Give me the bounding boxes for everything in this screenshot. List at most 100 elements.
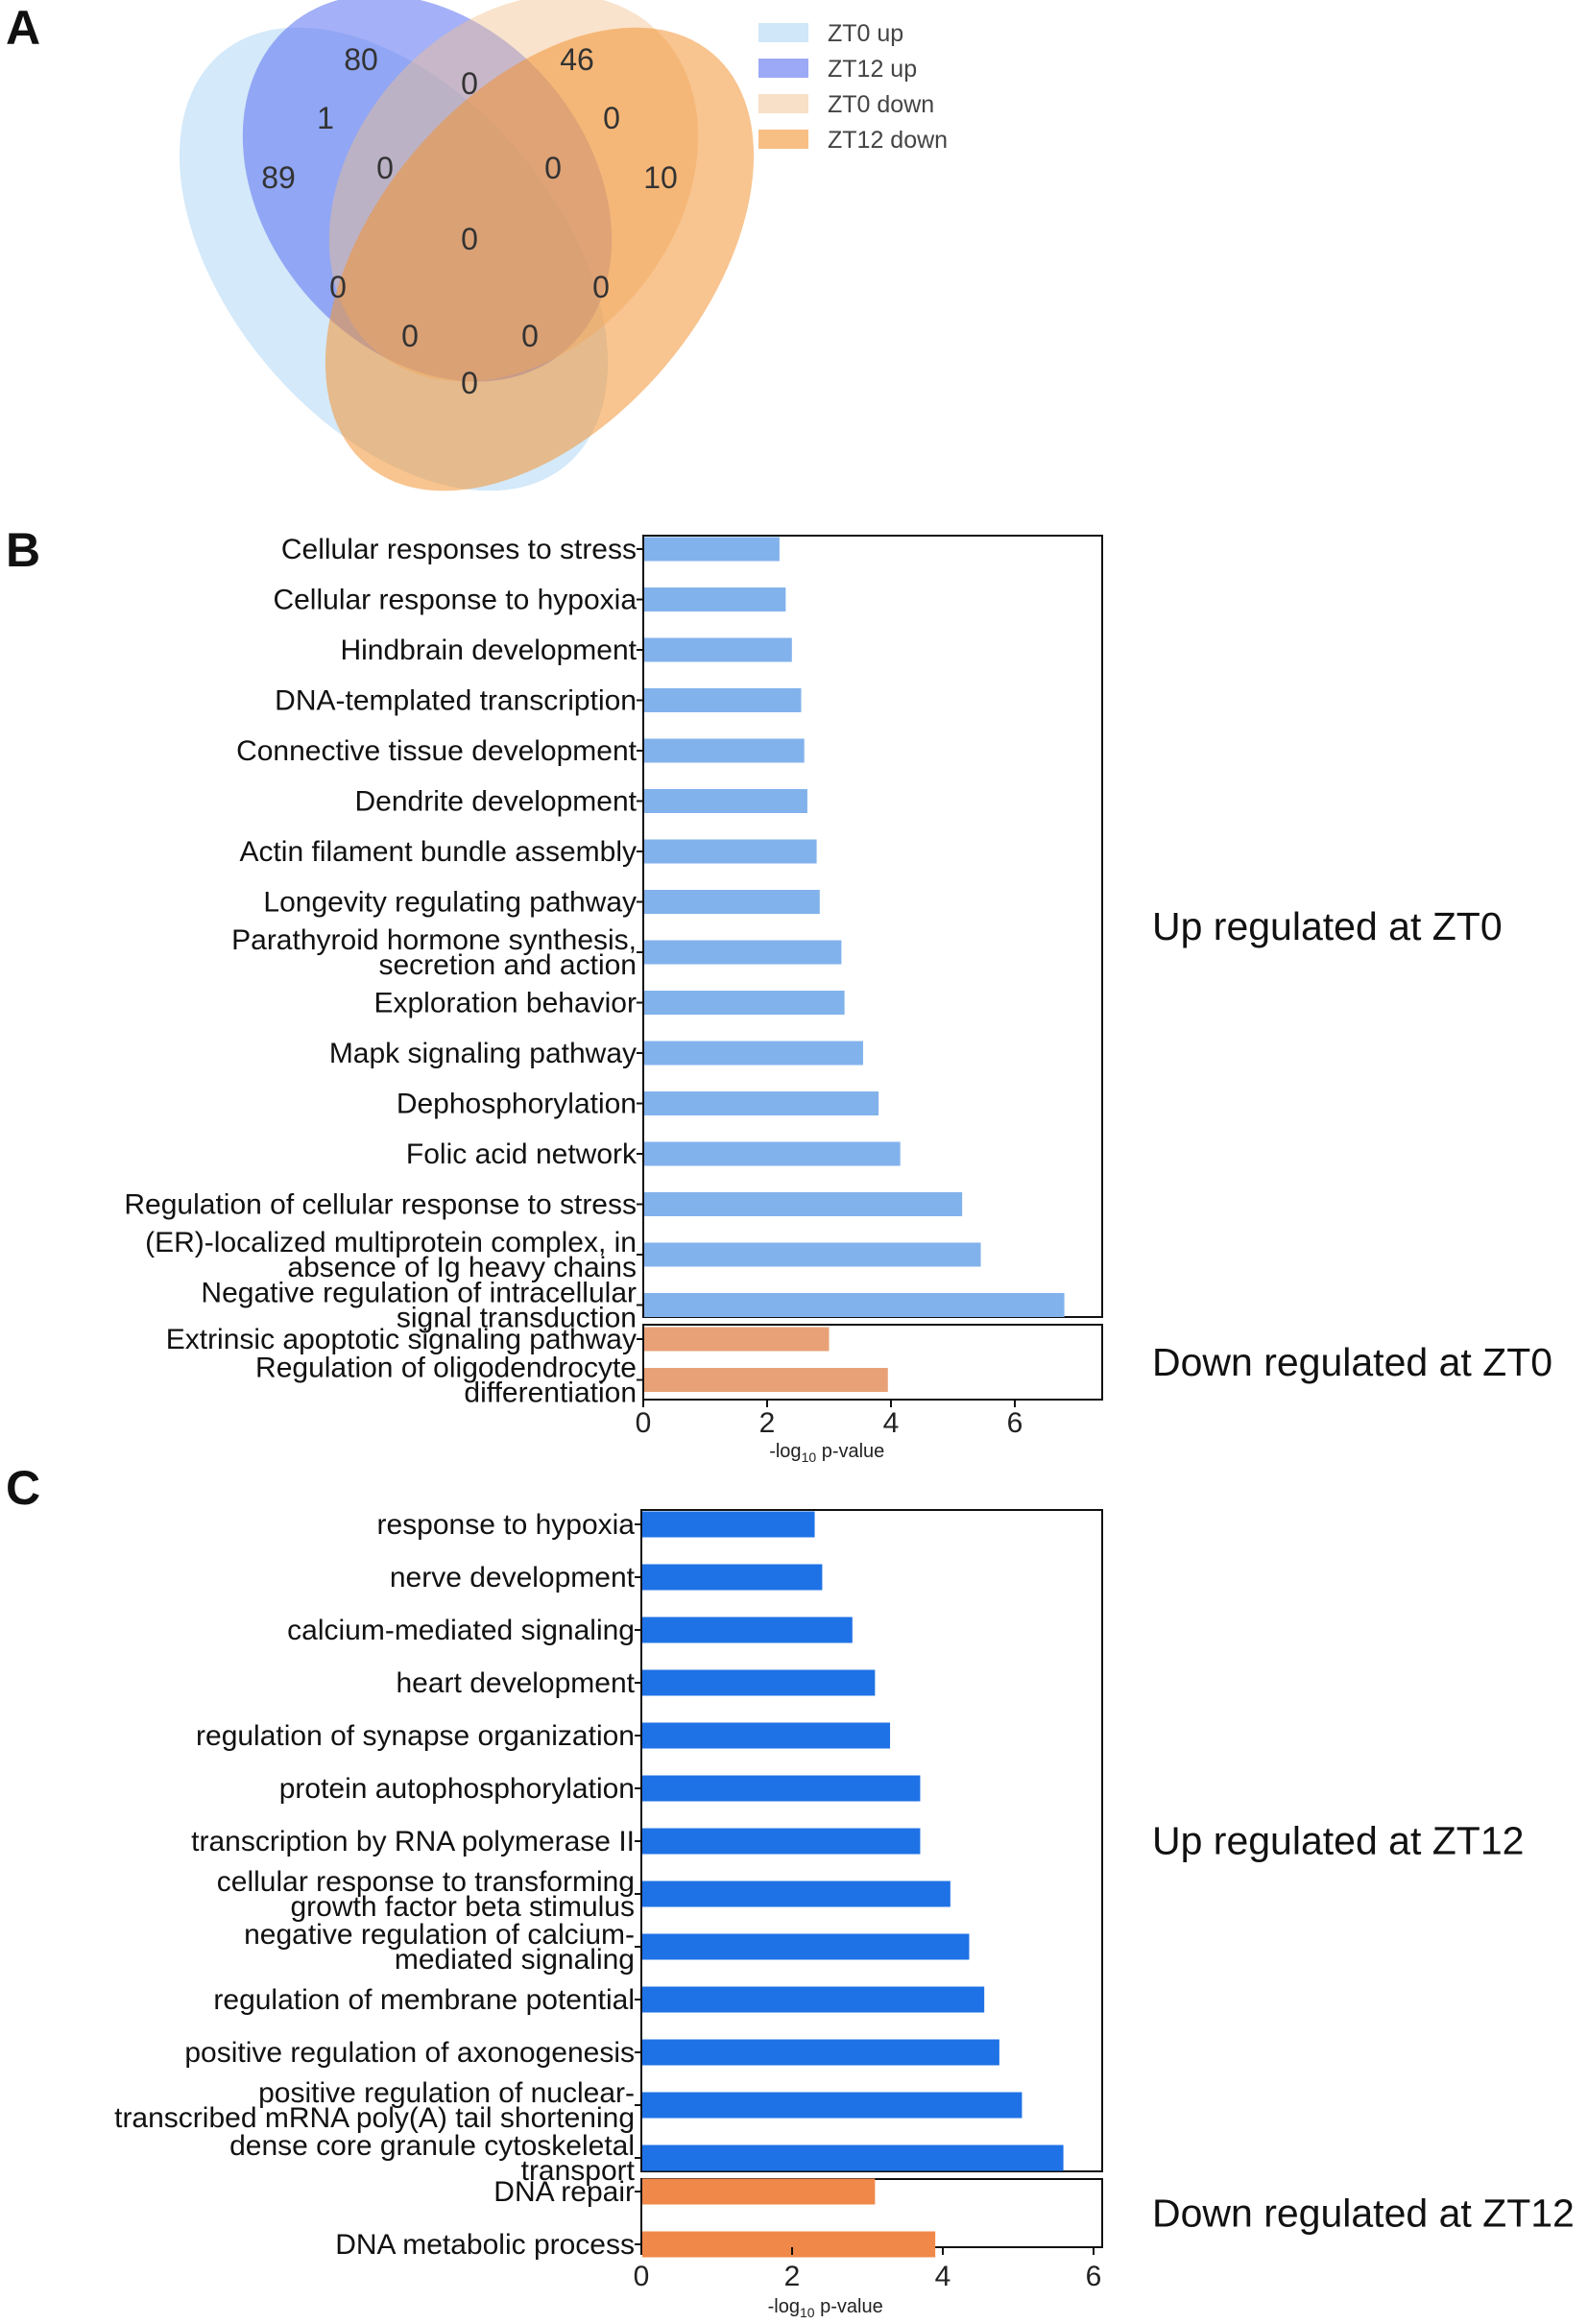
- legend-swatch-zt12-down: [758, 130, 808, 149]
- venn-count-all-four: 0: [461, 222, 478, 256]
- x-tick-label: 2: [759, 1407, 776, 1439]
- category-label: Regulation of cellular response to stres…: [124, 1189, 637, 1221]
- category-label: regulation of synapse organization: [196, 1720, 635, 1752]
- bar-heart-development: [642, 1669, 876, 1696]
- category-label: secretion and action: [378, 949, 637, 981]
- category-label: calcium-mediated signaling: [287, 1615, 635, 1646]
- legend-label-zt0-up: ZT0 up: [828, 20, 903, 47]
- bar-regulation-of-oligodendrocyte-differentiation: [644, 1368, 888, 1392]
- category-label: heart development: [397, 1667, 636, 1699]
- category-label: absence of Ig heavy chains: [287, 1252, 637, 1283]
- bar-dendrite-development: [644, 789, 807, 813]
- venn-count-zt0up-zt12up-zt0down: 0: [376, 151, 394, 185]
- legend-swatch-zt12-up: [758, 59, 808, 78]
- category-label: Negative regulation of intracellular: [201, 1278, 637, 1309]
- venn-count-zt0down-zt12down: 0: [603, 101, 620, 135]
- x-tick-label: 0: [634, 2261, 650, 2292]
- bar-hindbrain-development: [644, 637, 792, 662]
- venn-count-zt0up-zt0down: 0: [329, 270, 347, 304]
- bar-protein-autophosphorylation: [642, 1775, 921, 1802]
- bar-regulation-of-synapse-organization: [642, 1722, 891, 1749]
- category-label: Folic acid network: [406, 1138, 638, 1170]
- x-axis-title: -log10 p-value: [768, 2296, 883, 2320]
- legend-label-zt12-up: ZT12 up: [828, 56, 917, 83]
- category-label: positive regulation of nuclear-: [258, 2077, 635, 2109]
- category-label: Parathyroid hormone synthesis,: [231, 924, 637, 956]
- venn-count-zt0up-zt12down: 0: [461, 366, 478, 400]
- bar-folic-acid-network: [644, 1141, 901, 1166]
- x-axis-title: -log10 p-value: [769, 1441, 884, 1465]
- category-label: nerve development: [390, 1562, 636, 1593]
- category-label: negative regulation of calcium-: [244, 1919, 635, 1951]
- bar-extrinsic-apoptotic-signaling-pathway: [644, 1327, 830, 1352]
- category-label: Cellular responses to stress: [281, 534, 637, 565]
- bar-exploration-behavior: [644, 991, 845, 1015]
- venn-count-zt0up-zt0down-zt12down: 0: [401, 319, 419, 353]
- venn-count-zt0-up-only: 89: [261, 160, 296, 195]
- category-label: Extrinsic apoptotic signaling pathway: [166, 1324, 637, 1355]
- x-tick-label: 0: [636, 1407, 652, 1439]
- bar-connective-tissue-development: [644, 738, 805, 763]
- panel-label-c: C: [6, 1461, 40, 1515]
- bar-dephosphorylation: [644, 1091, 879, 1115]
- venn-count-zt12-up-only: 80: [344, 42, 378, 77]
- bar-parathyroid-hormone-synthesis-secretion-and-action: [644, 940, 842, 965]
- category-label: Dendrite development: [354, 786, 637, 818]
- category-label: protein autophosphorylation: [279, 1773, 635, 1805]
- category-label: Longevity regulating pathway: [263, 887, 637, 919]
- plot-frame-down-regulated-at-zt0: [642, 1324, 1103, 1401]
- category-label: regulation of membrane potential: [213, 1984, 635, 2016]
- category-label: transcription by RNA polymerase II: [191, 1826, 635, 1857]
- legend-swatch-zt0-up: [758, 23, 808, 42]
- x-tick-label: 4: [883, 1407, 900, 1439]
- category-label: response to hypoxia: [376, 1509, 635, 1541]
- x-tick-label: 6: [1086, 2261, 1102, 2292]
- bar-calcium-mediated-signaling: [642, 1617, 853, 1643]
- panel-c: C response to hypoxia nerve development ca…: [6, 1461, 1575, 2320]
- venn-count-zt0up-zt12up: 1: [317, 101, 334, 135]
- venn-diagram: 89 80 46 10 1 0 0 0 0 0 0 0 0 0 0: [179, 0, 755, 491]
- category-label: DNA-templated transcription: [275, 685, 637, 717]
- category-label: DNA repair: [493, 2176, 635, 2208]
- category-label: (ER)-localized multiprotein complex, in: [145, 1227, 637, 1258]
- x-tick-label: 6: [1007, 1407, 1023, 1439]
- bar-longevity-regulating-pathway: [644, 890, 820, 914]
- bar-actin-filament-bundle-assembly: [644, 839, 817, 864]
- legend-swatch-zt0-down: [758, 94, 808, 113]
- category-label: Mapk signaling pathway: [329, 1038, 637, 1069]
- category-label: Dephosphorylation: [397, 1089, 637, 1120]
- venn-count-zt0-down-only: 46: [560, 42, 594, 77]
- category-label: Exploration behavior: [373, 988, 637, 1019]
- legend-label-zt0-down: ZT0 down: [828, 91, 934, 118]
- group-label-up-regulated-at-zt12: Up regulated at ZT12: [1152, 1819, 1524, 1863]
- venn-count-zt0up-zt12up-zt12down: 0: [521, 319, 539, 353]
- bar-dna-repair: [642, 2178, 876, 2205]
- legend-label-zt12-down: ZT12 down: [828, 127, 948, 154]
- category-label: dense core granule cytoskeletal: [229, 2130, 635, 2162]
- bar-chart-c: response to hypoxia nerve development calc…: [114, 1509, 1575, 2320]
- category-label: Hindbrain development: [340, 635, 637, 666]
- bar-response-to-hypoxia: [642, 1511, 815, 1538]
- bar-cellular-responses-to-stress: [644, 537, 780, 562]
- venn-count-zt12up-zt0down-zt12down: 0: [544, 151, 562, 185]
- x-tick-label: 2: [784, 2261, 801, 2292]
- category-label: signal transduction: [397, 1303, 637, 1334]
- bar-transcription-by-rna-polymerase-ii: [642, 1828, 921, 1855]
- category-label: positive regulation of axonogenesis: [184, 2037, 635, 2069]
- bar-dna-templated-transcription: [644, 688, 802, 712]
- category-label: mediated signaling: [395, 1944, 635, 1976]
- category-label: Cellular response to hypoxia: [273, 585, 637, 616]
- bar-nerve-development: [642, 1564, 823, 1591]
- venn-count-zt12up-zt0down: 0: [461, 66, 478, 101]
- bar-cellular-response-to-transforming-growth-factor-beta-stimulus: [642, 1881, 950, 1907]
- category-label: transcribed mRNA poly(A) tail shortening: [114, 2102, 635, 2134]
- category-label: growth factor beta stimulus: [291, 1891, 636, 1923]
- bar-mapk-signaling-pathway: [644, 1041, 863, 1066]
- bar-negative-regulation-of-intracellular-signal-transduction: [644, 1293, 1065, 1317]
- category-label: differentiation: [464, 1378, 637, 1409]
- venn-count-zt12-down-only: 10: [643, 160, 678, 195]
- x-tick-label: 4: [935, 2261, 951, 2292]
- venn-legend: ZT0 up ZT12 up ZT0 down ZT12 down: [758, 20, 948, 154]
